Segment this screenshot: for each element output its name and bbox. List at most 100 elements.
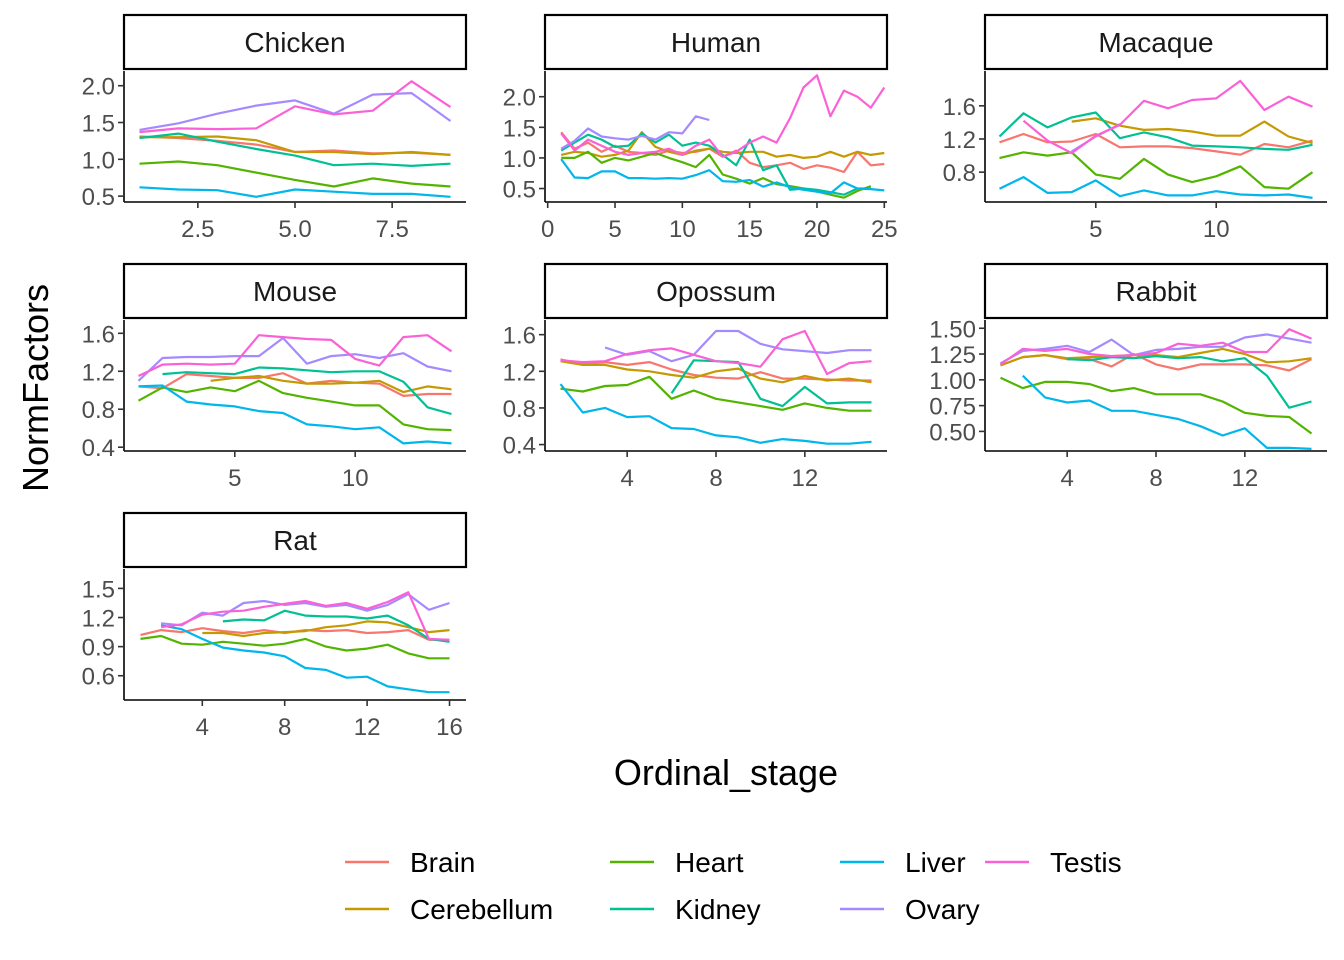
panel-rat: Rat 0.60.91.2 1.5 4 8 12 16 [82, 511, 468, 741]
legend: Brain Cerebellum Heart Kidney Liver Ovary Test… [345, 847, 1122, 925]
panel-human-line-kidney [560, 132, 871, 196]
panel-macaque-y-tick-label: 0.8 [943, 160, 976, 187]
legend-item-heart: Heart [610, 847, 744, 878]
panel-mouse-y-tick-label: 1.6 [82, 321, 115, 348]
panel-human-y-tick-label: 1.5 [503, 115, 536, 142]
panel-rat-strip [122, 511, 468, 569]
panel-human-x-tick-label: 15 [736, 216, 763, 243]
legend-label-liver: Liver [905, 847, 966, 878]
panel-mouse-line-brain [138, 372, 452, 397]
panel-human-x-tick-label: 5 [608, 216, 621, 243]
panel-macaque-line-heart [999, 151, 1314, 190]
panel-macaque-strip [983, 13, 1329, 71]
panel-macaque-line-brain [999, 132, 1313, 156]
panel-macaque-x-tick-label: 5 [1089, 216, 1102, 243]
panel-human-title: Human [671, 27, 761, 58]
panel-opossum-line-cerebellum [560, 360, 872, 384]
panel-rat-x-tick-label: 4 [196, 714, 209, 741]
panel-rat-line-testis [160, 591, 450, 641]
panel-opossum-y-tick-label: 1.6 [503, 323, 536, 350]
panel-rabbit-y-tick-label: 1.25 [929, 342, 976, 369]
panel-rat-line-cerebellum [202, 620, 450, 638]
panel-rat-x-tick-label: 16 [436, 714, 463, 741]
panel-rabbit-y-tick-label: 0.50 [929, 419, 976, 446]
panel-rat-x-tick-label: 12 [354, 714, 381, 741]
panel-rabbit-x-tick-label: 12 [1231, 465, 1258, 492]
panel-opossum-series [559, 329, 872, 445]
panel-mouse-y-tick-label: 1.2 [82, 359, 115, 386]
panels-layer: Chicken 0.5 1.0 1.5 2.0 2.5 5.0 7.5 Human 0.5 1.0 1… [82, 13, 1329, 741]
panel-rat-x-tick-label: 8 [278, 714, 291, 741]
panel-macaque-x-tick-label: 10 [1203, 216, 1230, 243]
panel-opossum-y-tick-label: 0.8 [503, 396, 536, 423]
panel-chicken-line-testis [139, 80, 452, 134]
panel-opossum-x-tick-label: 12 [791, 465, 818, 492]
panel-macaque-line-cerebellum [1071, 117, 1313, 145]
panel-chicken-x-tick-label: 7.5 [375, 216, 408, 243]
panel-human-line-cerebellum [560, 131, 885, 159]
panel-rat-title: Rat [273, 525, 317, 556]
panel-opossum-line-heart [560, 375, 872, 412]
legend-item-kidney: Kidney [610, 894, 761, 925]
panel-chicken-line-kidney [139, 132, 451, 167]
panel-opossum-line-kidney [670, 359, 872, 408]
panel-mouse-x-tick-label: 5 [228, 465, 241, 492]
panel-mouse-line-ovary [137, 336, 452, 382]
panel-macaque-line-kidney [998, 111, 1313, 151]
panel-mouse: Mouse 0.4 0.8 1.2 1.6 5 10 [82, 262, 468, 492]
panel-rat-y-tick-label: 0.9 [82, 635, 115, 662]
panel-rabbit-y-tick-label: 1.00 [929, 368, 976, 395]
panel-macaque-y-tick-label: 1.6 [943, 94, 976, 121]
panel-chicken-x-tick-label: 5.0 [278, 216, 311, 243]
panel-chicken-series [139, 80, 452, 198]
panel-chicken-y-tick-label: 2.0 [82, 74, 115, 101]
panel-rat-line-ovary [160, 593, 450, 627]
legend-label-kidney: Kidney [675, 894, 761, 925]
panel-rat-line-kidney [222, 609, 450, 643]
panel-rabbit-series [999, 328, 1313, 450]
panel-rabbit: Rabbit 0.500.751.001.251.50 4 8 12 [929, 262, 1329, 492]
panel-macaque-title: Macaque [1098, 27, 1213, 58]
panel-opossum-line-liver [559, 383, 872, 445]
legend-item-cerebellum: Cerebellum [345, 894, 553, 925]
panel-opossum-y-tick-label: 1.2 [503, 359, 536, 386]
panel-rat-line-heart [140, 634, 450, 660]
panel-mouse-title: Mouse [253, 276, 337, 307]
panel-opossum-line-testis [560, 329, 872, 376]
panel-macaque: Macaque 0.8 1.2 1.6 5 10 [943, 13, 1329, 243]
legend-item-liver: Liver [840, 847, 966, 878]
panel-rabbit-line-kidney [1067, 355, 1312, 409]
panel-rabbit-title: Rabbit [1116, 276, 1197, 307]
legend-item-testis: Testis [985, 847, 1122, 878]
panel-rabbit-y-tick-label: 1.50 [929, 316, 976, 343]
panel-chicken-y-tick-label: 1.0 [82, 147, 115, 174]
panel-opossum-title: Opossum [656, 276, 776, 307]
panel-rat-line-brain [140, 627, 450, 641]
panel-mouse-line-testis [138, 334, 453, 377]
panel-human-line-liver [560, 158, 885, 195]
panel-mouse-series [137, 334, 453, 445]
panel-mouse-line-kidney [162, 366, 452, 416]
legend-label-ovary: Ovary [905, 894, 980, 925]
panel-mouse-y-tick-label: 0.4 [82, 435, 115, 462]
panel-mouse-strip [122, 262, 468, 320]
panel-human-x-tick-label: 0 [541, 216, 554, 243]
x-axis-title: Ordinal_stage [614, 752, 838, 793]
panel-human: Human 0.5 1.0 1.5 2.0 0 5 10 15 20 25 [503, 13, 898, 243]
legend-item-ovary: Ovary [840, 894, 980, 925]
panel-rabbit-y-tick-label: 0.75 [929, 394, 976, 421]
panel-macaque-series [998, 79, 1314, 199]
panel-human-y-tick-label: 1.0 [503, 146, 536, 173]
panel-rabbit-line-heart [1000, 376, 1313, 435]
panel-chicken-line-ovary [139, 91, 452, 131]
panel-human-series [560, 74, 886, 199]
panel-chicken-x-tick-label: 2.5 [181, 216, 214, 243]
panel-rabbit-line-liver [1022, 374, 1312, 450]
panel-chicken-line-heart [139, 160, 451, 188]
panel-macaque-y-tick-label: 1.2 [943, 127, 976, 154]
panel-rabbit-x-tick-label: 8 [1149, 465, 1162, 492]
panel-rabbit-x-tick-label: 4 [1060, 465, 1073, 492]
panel-mouse-y-tick-label: 0.8 [82, 397, 115, 424]
panel-opossum-x-tick-label: 8 [709, 465, 722, 492]
